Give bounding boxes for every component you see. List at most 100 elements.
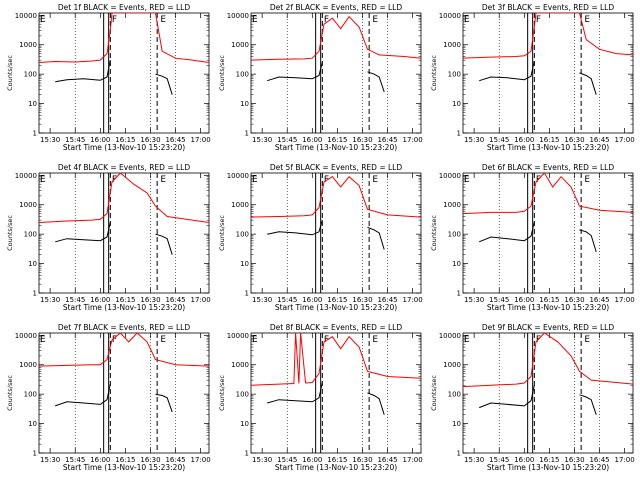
x-tick-label: 16:30: [140, 296, 160, 304]
flag-label: F: [536, 15, 541, 25]
events-series-line: [579, 394, 597, 415]
x-tick-label: 16:15: [539, 296, 559, 304]
events-series-line: [367, 71, 385, 93]
lld-series-line: [39, 13, 209, 63]
events-series-line: [155, 233, 173, 255]
events-series-line: [55, 383, 111, 407]
x-tick-label: 16:45: [377, 136, 397, 144]
x-tick-label: 15:45: [277, 296, 297, 304]
series-group: [39, 13, 209, 95]
x-tick-label: 16:30: [564, 136, 584, 144]
x-tick-label: 16:45: [589, 456, 609, 464]
y-tick-label: 10000: [227, 12, 249, 20]
y-tick-label: 10: [452, 420, 461, 428]
x-tick-label: 15:45: [277, 136, 297, 144]
flag-label: E: [372, 175, 378, 185]
events-series-line: [155, 73, 173, 95]
chart-panel-4: Det 4f BLACK = Events, RED = LLD 1 10 100 10…: [6, 163, 211, 312]
x-tick-label: 15:30: [40, 136, 60, 144]
x-axis-label: Start Time (13-Nov-10 15:23:20): [63, 143, 185, 152]
y-tick-label: 1: [457, 290, 461, 298]
x-tick-label: 16:00: [90, 136, 110, 144]
flag-label: E: [160, 15, 166, 25]
y-axis-label: Counts/sec: [218, 375, 226, 411]
lld-series-line: [251, 175, 421, 218]
plot-frame: [38, 172, 210, 294]
y-tick-label: 1: [33, 290, 37, 298]
y-tick-label: 10: [452, 260, 461, 268]
y-tick-label: 1: [245, 290, 249, 298]
events-series-line: [267, 382, 323, 404]
y-tick-label: 10: [452, 100, 461, 108]
x-tick-label: 15:30: [252, 136, 272, 144]
flag-label: E: [372, 15, 378, 25]
y-axis-label: Counts/sec: [218, 215, 226, 251]
x-tick-label: 16:00: [302, 456, 322, 464]
x-axis-label: Start Time (13-Nov-10 15:23:20): [63, 463, 185, 472]
events-series-line: [367, 226, 385, 250]
x-tick-label: 17:00: [615, 136, 635, 144]
x-tick-label: 15:45: [65, 296, 85, 304]
x-tick-label: 17:00: [403, 456, 423, 464]
x-tick-label: 16:30: [352, 456, 372, 464]
series-group: [463, 173, 633, 253]
y-tick-label: 1000: [443, 41, 461, 49]
plot-frame: [250, 332, 422, 454]
x-tick-label: 16:00: [302, 296, 322, 304]
x-tick-label: 16:00: [514, 136, 534, 144]
y-tick-label: 100: [448, 71, 461, 79]
lld-series-line: [463, 333, 633, 388]
flag-label: E: [584, 335, 590, 345]
plot-frame: [38, 12, 210, 134]
flag-label: E: [464, 15, 470, 25]
y-tick-label: 100: [236, 71, 249, 79]
y-tick-label: 10000: [15, 332, 37, 340]
x-tick-label: 15:30: [252, 456, 272, 464]
flag-label: E: [252, 335, 258, 345]
events-series-line: [579, 72, 597, 95]
chart-title: Det 8f BLACK = Events, RED = LLD: [270, 323, 403, 332]
y-tick-label: 10: [240, 420, 249, 428]
flag-label: E: [464, 335, 470, 345]
x-axis-label: Start Time (13-Nov-10 15:23:20): [487, 143, 609, 152]
x-tick-label: 16:00: [90, 296, 110, 304]
x-tick-label: 17:00: [403, 136, 423, 144]
x-axis-label: Start Time (13-Nov-10 15:23:20): [487, 303, 609, 312]
x-axis-label: Start Time (13-Nov-10 15:23:20): [63, 303, 185, 312]
x-tick-label: 15:45: [489, 456, 509, 464]
y-tick-label: 1: [457, 130, 461, 138]
flag-label: E: [252, 15, 258, 25]
flag-label: F: [112, 15, 117, 25]
y-tick-label: 10: [28, 260, 37, 268]
x-tick-label: 16:45: [165, 136, 185, 144]
lld-series-line: [39, 173, 209, 223]
chart-title: Det 7f BLACK = Events, RED = LLD: [58, 323, 191, 332]
series-group: [463, 13, 633, 95]
y-tick-label: 10: [28, 100, 37, 108]
events-series-line: [479, 60, 535, 82]
y-tick-label: 100: [24, 391, 37, 399]
lld-series-line: [463, 13, 633, 59]
events-series-line: [579, 229, 597, 253]
flag-label: E: [584, 175, 590, 185]
events-series-line: [367, 392, 385, 415]
x-tick-label: 16:30: [140, 136, 160, 144]
chart-title: Det 3f BLACK = Events, RED = LLD: [482, 3, 615, 12]
chart-title: Det 2f BLACK = Events, RED = LLD: [270, 3, 403, 12]
y-tick-label: 1000: [231, 41, 249, 49]
events-series-line: [55, 222, 111, 243]
x-tick-label: 15:30: [252, 296, 272, 304]
y-tick-label: 10: [240, 100, 249, 108]
x-tick-label: 16:00: [302, 136, 322, 144]
y-tick-label: 1000: [231, 361, 249, 369]
x-tick-label: 16:30: [352, 296, 372, 304]
x-tick-label: 15:45: [277, 456, 297, 464]
y-axis-label: Counts/sec: [6, 375, 14, 411]
flag-label: E: [372, 335, 378, 345]
y-tick-label: 10000: [227, 332, 249, 340]
flag-label: E: [464, 175, 470, 185]
lld-series-line: [463, 173, 633, 215]
y-axis-label: Counts/sec: [6, 55, 14, 91]
y-tick-label: 10000: [15, 12, 37, 20]
flag-label: E: [160, 335, 166, 345]
